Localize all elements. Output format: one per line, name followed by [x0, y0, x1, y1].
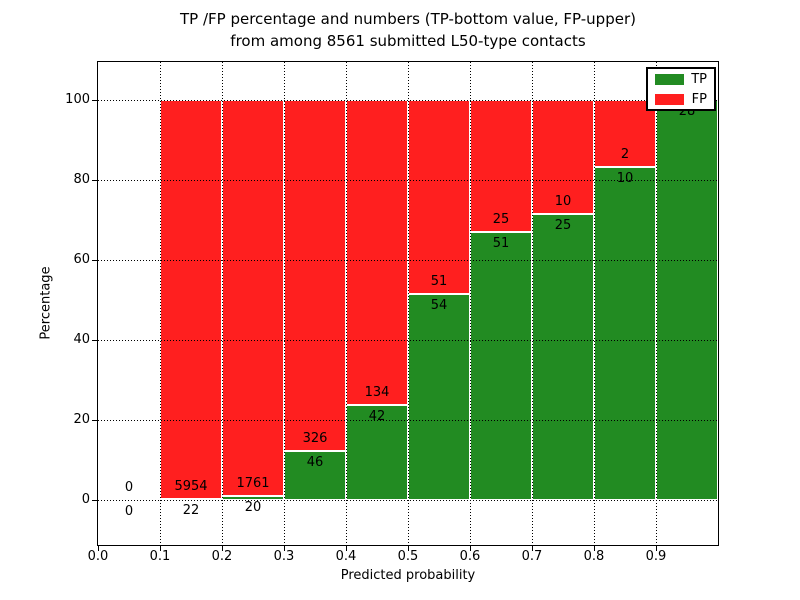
gridline-horizontal — [98, 180, 718, 181]
x-tick-mark — [470, 546, 471, 551]
x-tick-label: 0.8 — [583, 549, 605, 564]
y-tick-label: 40 — [73, 332, 90, 347]
chart-title-line1: TP /FP percentage and numbers (TP-bottom… — [180, 10, 636, 28]
y-tick-label: 60 — [73, 252, 90, 267]
gridline-vertical — [346, 62, 347, 545]
bar-segment-tp — [594, 166, 656, 500]
y-tick-label: 80 — [73, 172, 90, 187]
bar-count-tp: 10 — [616, 170, 634, 186]
gridline-vertical — [656, 62, 657, 545]
legend-entry-fp: FP — [655, 93, 707, 106]
gridline-horizontal — [98, 260, 718, 261]
bar-segment-fp — [594, 100, 656, 167]
bar-count-tp: 51 — [492, 235, 510, 251]
gridline-vertical — [532, 62, 533, 545]
bar-count-fp: 2 — [620, 146, 630, 162]
x-tick-mark — [222, 546, 223, 551]
y-tick-mark — [92, 420, 97, 421]
bar-count-fp: 5954 — [174, 478, 208, 494]
bar-count-fp: 326 — [302, 430, 328, 446]
bar-count-tp: 22 — [182, 502, 200, 518]
bar-count-fp: 25 — [492, 211, 510, 227]
bar-count-fp: 134 — [364, 384, 390, 400]
legend-swatch-tp — [655, 73, 684, 85]
gridline-horizontal — [98, 340, 718, 341]
x-axis-label: Predicted probability — [340, 568, 476, 583]
plot-area: 0059542217612032646134425154255110252100… — [97, 61, 719, 546]
bar-segment-tp — [532, 214, 594, 500]
y-axis-label: Percentage — [38, 266, 54, 340]
x-tick-label: 0.1 — [149, 549, 171, 564]
legend-entry-tp: TP — [655, 73, 707, 86]
bar-segment-fp — [532, 100, 594, 215]
bar-count-tp: 20 — [244, 499, 262, 515]
x-tick-mark — [284, 546, 285, 551]
x-tick-label: 0.3 — [273, 549, 295, 564]
bar-segment-fp — [160, 100, 222, 499]
bar-count-fp: 1761 — [236, 475, 270, 491]
bar-count-tp: 54 — [430, 298, 448, 314]
x-tick-label: 0.4 — [335, 549, 357, 564]
x-tick-label: 0.0 — [87, 549, 109, 564]
legend-swatch-fp — [655, 93, 684, 105]
gridline-vertical — [470, 62, 471, 545]
bar-segment-fp — [284, 100, 346, 451]
bar-segment-fp — [222, 100, 284, 496]
bar-count-fp: 0 — [124, 480, 134, 495]
x-tick-mark — [594, 546, 595, 551]
gridline-vertical — [284, 62, 285, 545]
bar-count-fp: 51 — [430, 274, 448, 290]
x-tick-mark — [408, 546, 409, 551]
bar-count-tp: 25 — [554, 218, 572, 234]
chart-title-line2: from among 8561 submitted L50-type conta… — [230, 32, 586, 50]
bar-segment-tp — [284, 450, 346, 500]
y-tick-mark — [92, 260, 97, 261]
gridline-vertical — [222, 62, 223, 545]
x-tick-label: 0.2 — [211, 549, 233, 564]
bar-segment-fp — [346, 100, 408, 405]
legend-label: FP — [691, 91, 707, 107]
bar-count-fp: 10 — [554, 194, 572, 210]
x-tick-mark — [160, 546, 161, 551]
y-tick-label: 20 — [73, 412, 90, 427]
bar-segment-fp — [408, 100, 470, 295]
bar-segment-tp — [656, 100, 718, 500]
y-tick-label: 100 — [65, 92, 90, 107]
bar-segment-tp — [408, 294, 470, 500]
x-tick-label: 0.5 — [397, 549, 419, 564]
bar-count-tp: 46 — [306, 454, 324, 470]
bar-count-tp: 0 — [124, 504, 134, 519]
gridline-vertical — [408, 62, 409, 545]
x-tick-mark — [532, 546, 533, 551]
x-tick-label: 0.6 — [459, 549, 481, 564]
legend-label: TP — [691, 71, 707, 87]
gridline-horizontal — [98, 500, 718, 501]
y-tick-mark — [92, 500, 97, 501]
y-tick-mark — [92, 180, 97, 181]
y-tick-mark — [92, 340, 97, 341]
x-tick-mark — [98, 546, 99, 551]
x-tick-mark — [346, 546, 347, 551]
gridline-vertical — [160, 62, 161, 545]
bar-segment-tp — [470, 231, 532, 500]
chart-title: TP /FP percentage and numbers (TP-bottom… — [98, 8, 718, 52]
gridline-vertical — [594, 62, 595, 545]
gridline-horizontal — [98, 100, 718, 101]
x-tick-mark — [656, 546, 657, 551]
x-tick-label: 0.9 — [645, 549, 667, 564]
x-tick-label: 0.7 — [521, 549, 543, 564]
gridline-horizontal — [98, 420, 718, 421]
legend: TP FP — [646, 67, 716, 111]
y-tick-mark — [92, 100, 97, 101]
bar-count-tp: 42 — [368, 408, 386, 424]
y-tick-label: 0 — [81, 492, 90, 507]
